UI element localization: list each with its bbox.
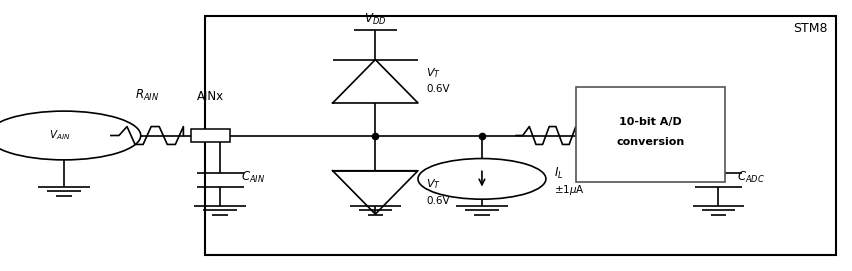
Bar xyxy=(191,130,230,141)
Text: 10-bit A/D: 10-bit A/D xyxy=(619,117,681,127)
Text: 0.6V: 0.6V xyxy=(426,85,450,94)
Text: $\pm$1$\mu$A: $\pm$1$\mu$A xyxy=(554,183,584,197)
Text: $\mathregular{V_T}$: $\mathregular{V_T}$ xyxy=(426,178,441,191)
Text: $\mathregular{V_T}$: $\mathregular{V_T}$ xyxy=(426,66,441,80)
Text: $\mathregular{V_{AIN}}$: $\mathregular{V_{AIN}}$ xyxy=(49,129,71,142)
Text: $\mathregular{I_L}$: $\mathregular{I_L}$ xyxy=(554,166,563,181)
Text: $\mathregular{V_{DD}}$: $\mathregular{V_{DD}}$ xyxy=(364,12,386,27)
Text: AINx: AINx xyxy=(197,90,224,103)
Text: $\mathregular{C_{ADC}}$: $\mathregular{C_{ADC}}$ xyxy=(736,170,764,185)
Text: $\mathregular{R_{AIN}}$: $\mathregular{R_{AIN}}$ xyxy=(135,88,159,103)
Bar xyxy=(204,16,835,255)
Text: STM8: STM8 xyxy=(792,22,826,35)
Text: 0.6V: 0.6V xyxy=(426,196,450,205)
Bar xyxy=(575,87,724,182)
Text: conversion: conversion xyxy=(615,137,684,147)
Text: $\mathregular{C_{AIN}}$: $\mathregular{C_{AIN}}$ xyxy=(241,170,266,185)
